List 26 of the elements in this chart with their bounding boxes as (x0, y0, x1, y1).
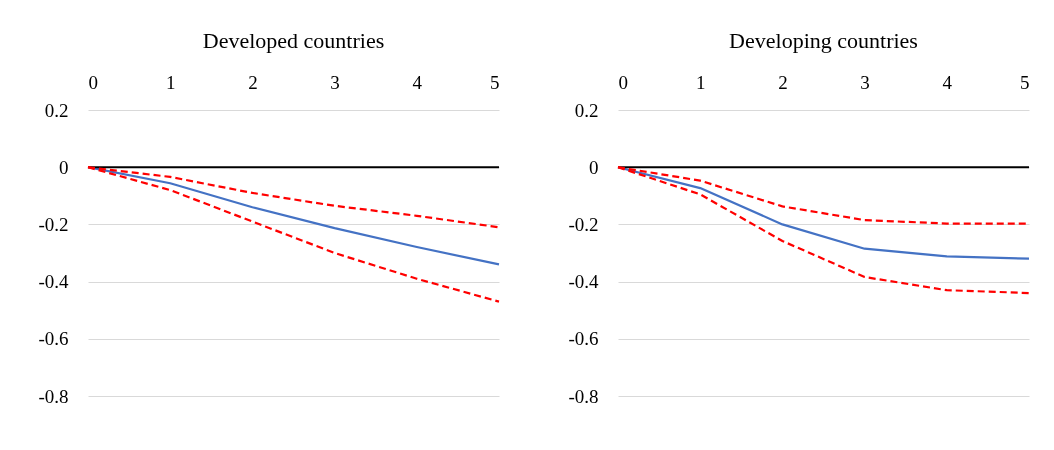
x-tick-label: 4 (412, 71, 423, 93)
x-tick-label: 1 (695, 71, 706, 93)
x-tick-label: 2 (778, 71, 788, 93)
y-tick-label: -0.8 (38, 385, 69, 407)
x-tick-label: 3 (330, 71, 340, 93)
y-tick-label: 0 (59, 156, 69, 178)
x-tick-label: 0 (88, 71, 98, 93)
y-tick-label: 0.2 (574, 99, 599, 121)
x-tick-label: 2 (248, 71, 258, 93)
x-tick-label: 5 (1020, 71, 1030, 93)
x-tick-label: 3 (860, 71, 870, 93)
x-tick-label: 0 (618, 71, 628, 93)
y-tick-label: -0.8 (568, 385, 599, 407)
y-tick-label: -0.2 (38, 213, 69, 235)
chart-title: Developed countries (202, 28, 385, 53)
y-tick-label: -0.4 (568, 271, 599, 293)
y-tick-label: 0 (589, 156, 599, 178)
y-tick-label: -0.4 (38, 271, 69, 293)
y-tick-label: -0.6 (568, 328, 599, 350)
x-tick-label: 5 (490, 71, 500, 93)
y-tick-label: -0.2 (568, 213, 599, 235)
y-tick-label: 0.2 (44, 99, 69, 121)
x-tick-label: 4 (942, 71, 953, 93)
y-tick-label: -0.6 (38, 328, 69, 350)
chart-title: Developing countries (729, 28, 918, 53)
x-tick-label: 1 (165, 71, 176, 93)
